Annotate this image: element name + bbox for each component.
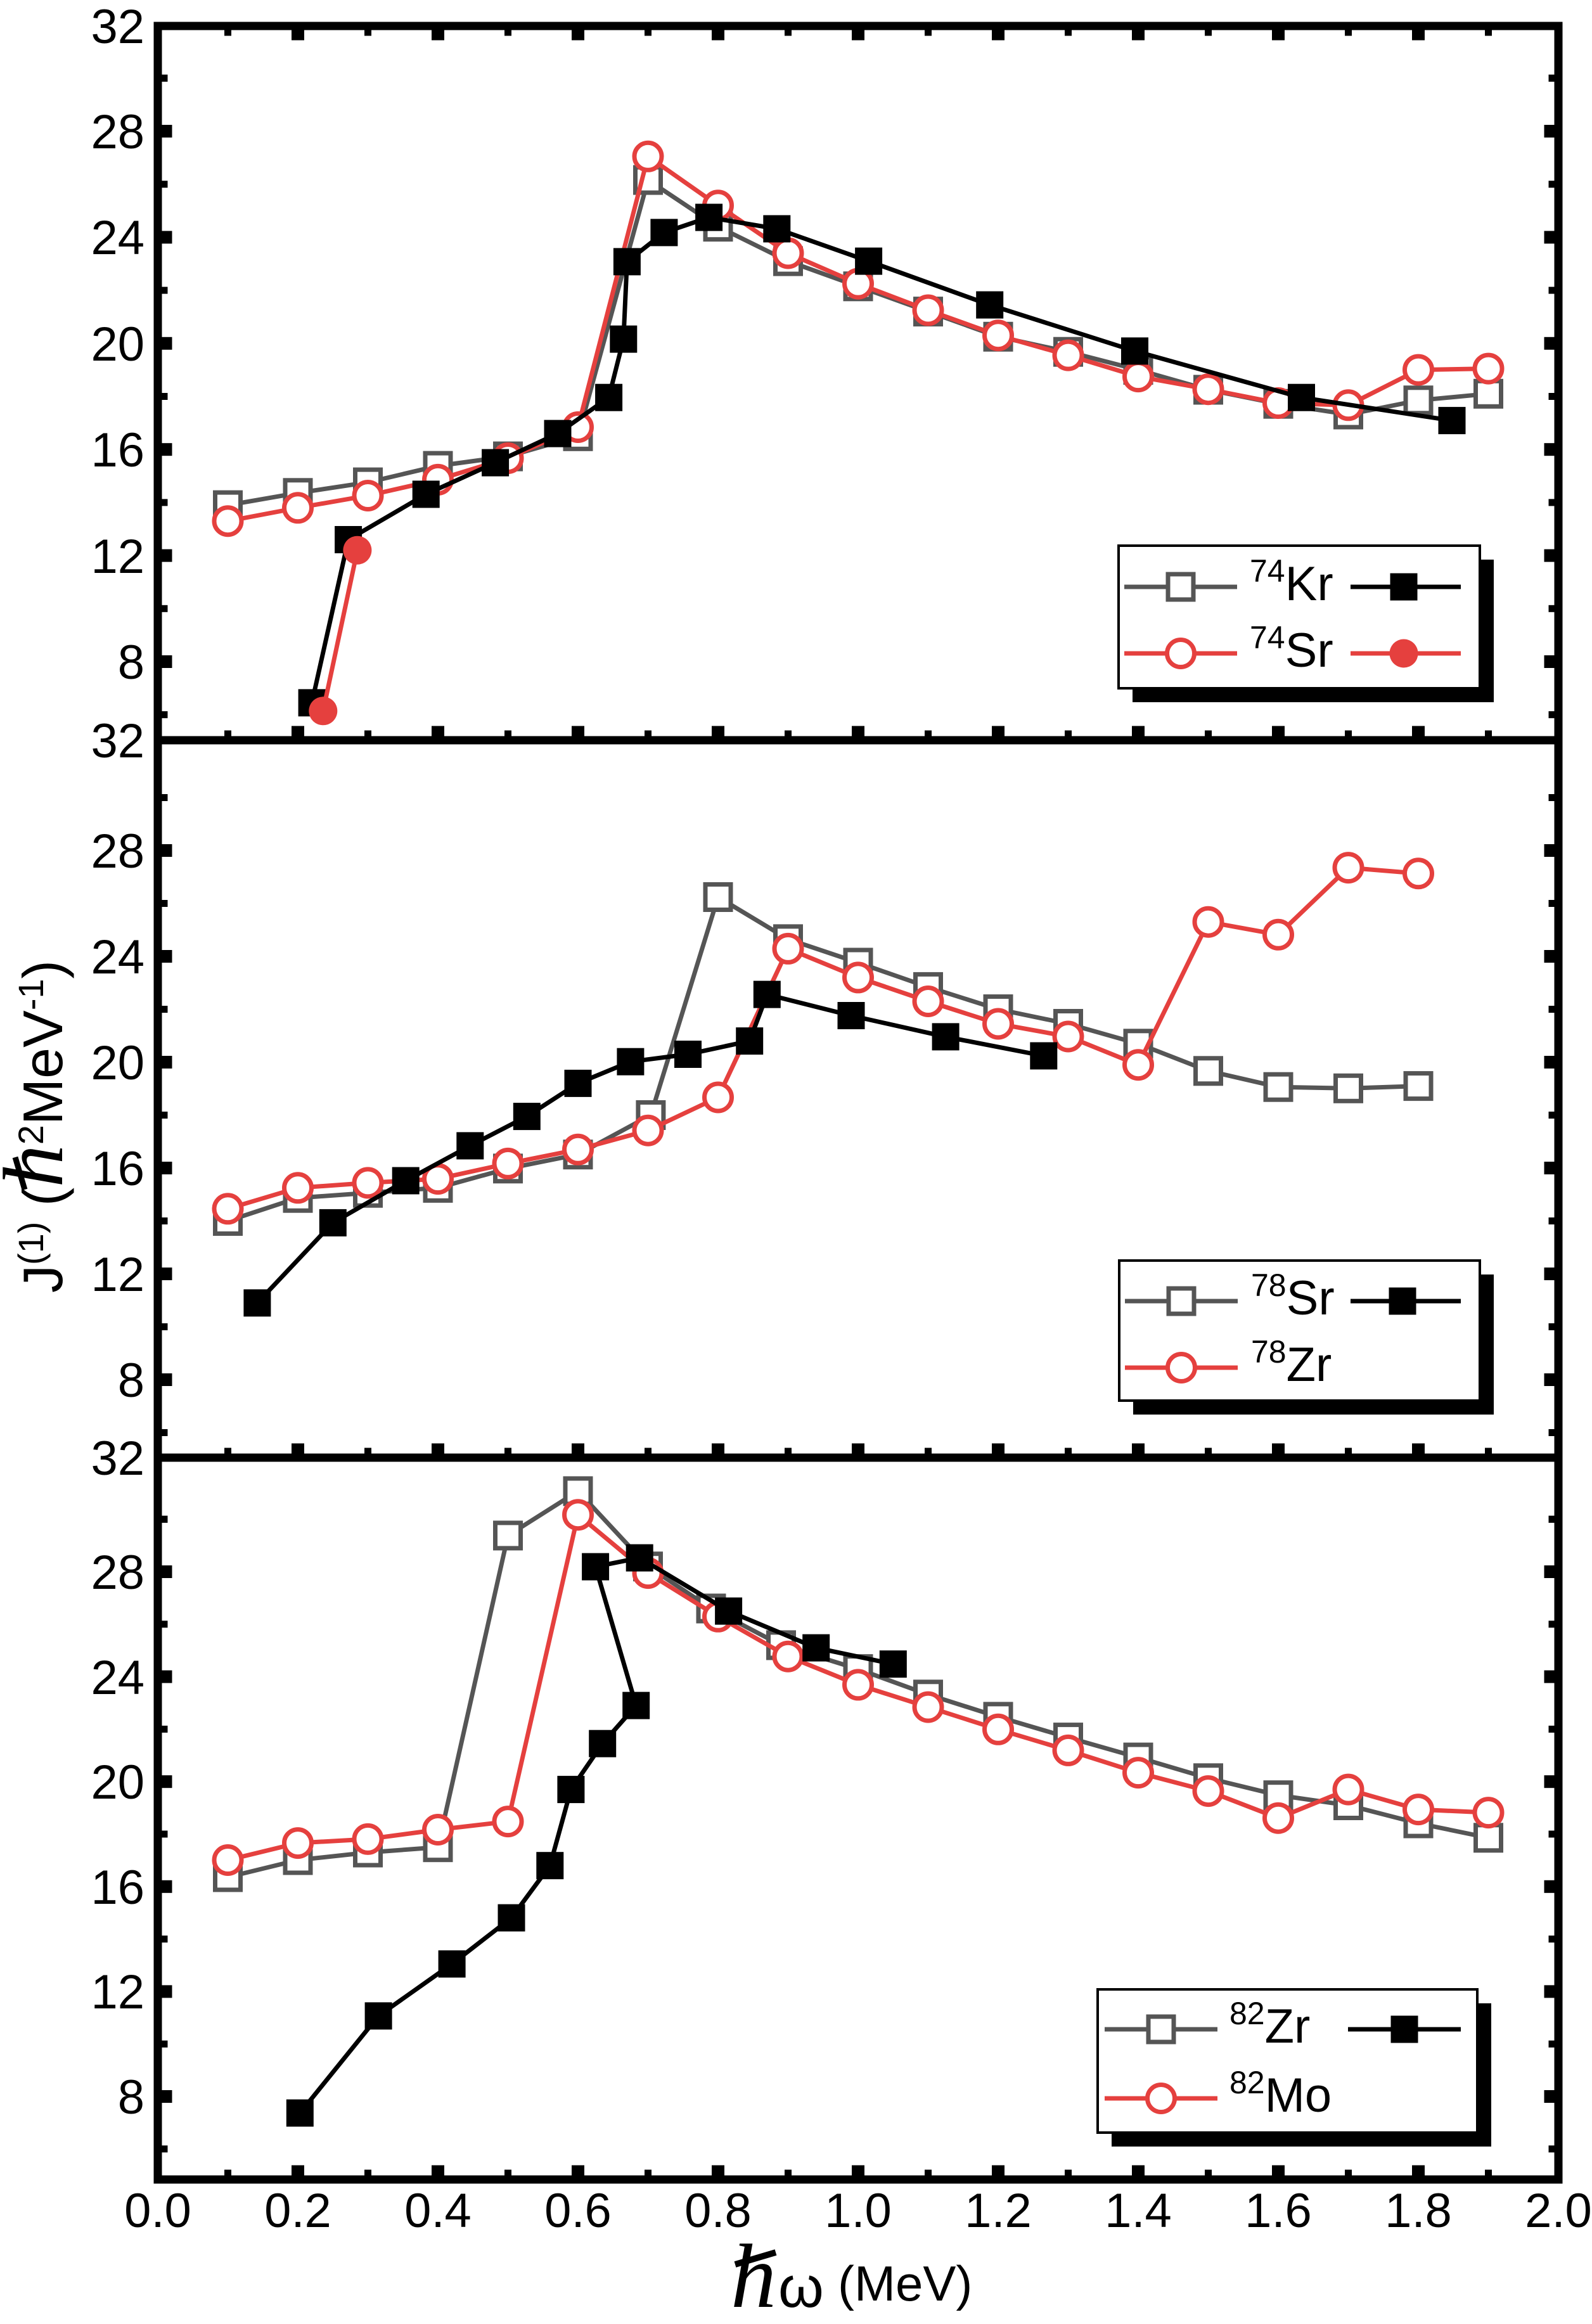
svg-text:12: 12 <box>91 530 144 584</box>
svg-text:12: 12 <box>91 1965 144 2019</box>
svg-text:32: 32 <box>91 1432 144 1486</box>
svg-text:12: 12 <box>91 1248 144 1302</box>
svg-text:1.2: 1.2 <box>965 2184 1032 2238</box>
svg-text:16: 16 <box>91 1142 144 1196</box>
svg-text:28: 28 <box>91 1546 144 1600</box>
svg-text:8: 8 <box>118 2070 144 2124</box>
svg-text:(MeV): (MeV) <box>838 2256 972 2311</box>
svg-text:16: 16 <box>91 1861 144 1915</box>
svg-text:28: 28 <box>91 105 144 159</box>
svg-text:2.0: 2.0 <box>1525 2184 1592 2238</box>
svg-text:24: 24 <box>91 930 144 984</box>
svg-text:32: 32 <box>91 714 144 768</box>
svg-text:8: 8 <box>118 636 144 690</box>
svg-text:0.2: 0.2 <box>264 2184 331 2238</box>
svg-text:20: 20 <box>91 318 144 371</box>
svg-text:1.0: 1.0 <box>825 2184 892 2238</box>
svg-text:20: 20 <box>91 1756 144 1809</box>
svg-text:20: 20 <box>91 1036 144 1090</box>
svg-text:24: 24 <box>91 211 144 265</box>
svg-text:ω: ω <box>778 2255 824 2320</box>
svg-text:32: 32 <box>91 0 144 54</box>
svg-text:0.8: 0.8 <box>684 2184 752 2238</box>
svg-text:78Zr: 78Zr <box>1251 1334 1332 1392</box>
svg-text:0.4: 0.4 <box>404 2184 472 2238</box>
svg-text:1.8: 1.8 <box>1385 2184 1452 2238</box>
svg-text:24: 24 <box>91 1651 144 1705</box>
svg-text:28: 28 <box>91 825 144 878</box>
svg-text:0.0: 0.0 <box>124 2184 191 2238</box>
svg-text:16: 16 <box>91 423 144 477</box>
svg-text:h: h <box>731 2226 776 2324</box>
svg-text:1.4: 1.4 <box>1105 2184 1172 2238</box>
svg-text:8: 8 <box>118 1354 144 1408</box>
svg-text:0.6: 0.6 <box>544 2184 612 2238</box>
svg-text:1.6: 1.6 <box>1245 2184 1312 2238</box>
